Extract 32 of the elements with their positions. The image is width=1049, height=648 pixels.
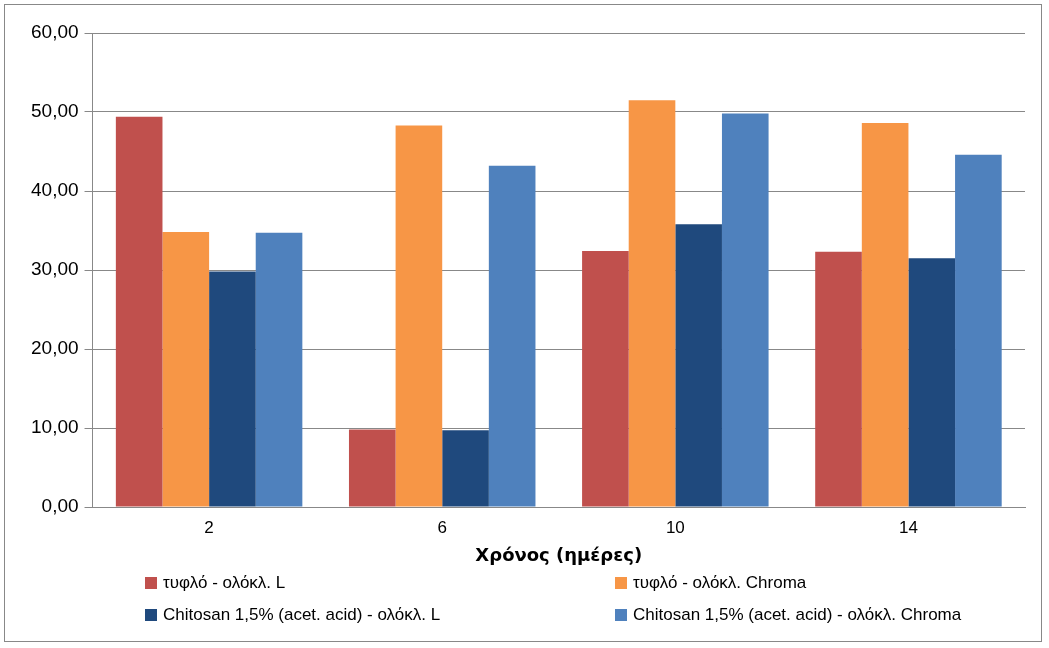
- bar: [582, 251, 629, 507]
- bar: [628, 100, 676, 507]
- bar: [442, 430, 489, 507]
- bar: [955, 154, 1002, 507]
- legend-label: Chitosan 1,5% (acet. acid) - ολόκλ. L: [163, 605, 441, 625]
- bar: [861, 123, 909, 507]
- x-tick-label: 6: [437, 517, 447, 537]
- y-tick-label: 0,00: [41, 495, 79, 517]
- bar: [675, 224, 722, 507]
- y-tick-label: 60,00: [31, 21, 79, 43]
- bar: [162, 232, 210, 507]
- bar: [815, 251, 862, 507]
- bar: [209, 271, 256, 507]
- y-tick-label: 20,00: [31, 337, 79, 359]
- y-tick-label: 50,00: [31, 100, 79, 122]
- x-tick-label: 14: [898, 517, 918, 537]
- legend-label: Chitosan 1,5% (acet. acid) - ολόκλ. Chroma: [633, 605, 962, 625]
- x-tick-label: 10: [665, 517, 685, 537]
- bar: [115, 116, 163, 507]
- legend-label: τυφλό - ολόκλ. L: [163, 573, 286, 593]
- bar: [488, 165, 536, 507]
- y-tick-label: 40,00: [31, 179, 79, 201]
- x-tick-label: 2: [204, 517, 214, 537]
- legend-label: τυφλό - ολόκλ. Chroma: [633, 573, 807, 593]
- bar: [721, 113, 769, 507]
- x-axis-title: Χρόνος (ημέρες): [475, 543, 643, 565]
- y-tick-label: 10,00: [31, 416, 79, 438]
- bar: [908, 258, 956, 507]
- bar: [395, 125, 443, 507]
- bar: [255, 232, 303, 507]
- y-tick-label: 30,00: [31, 258, 79, 280]
- bar: [348, 429, 396, 507]
